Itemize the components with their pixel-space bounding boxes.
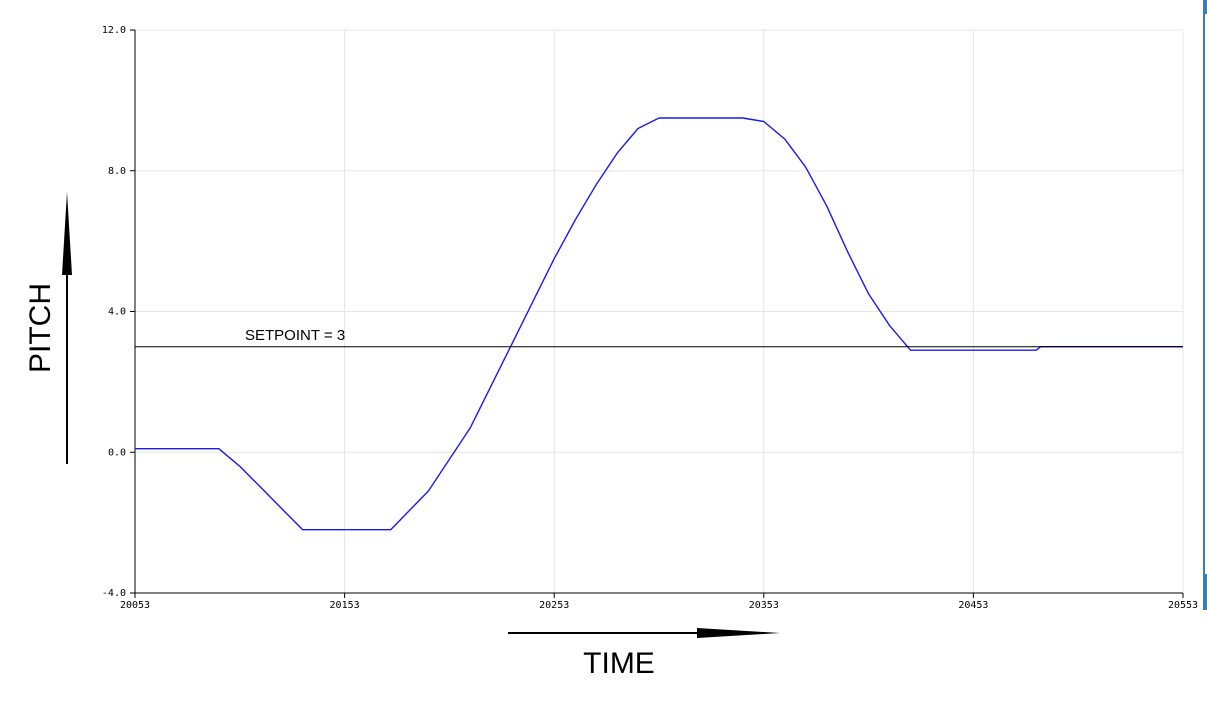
y-axis-arrow-head <box>62 192 72 275</box>
x-tick-label: 20553 <box>1168 600 1198 611</box>
y-tick-label: 12.0 <box>102 25 126 36</box>
series-layer <box>135 117 1183 531</box>
y-axis-label: PITCH <box>24 283 57 373</box>
x-tick-label: 20153 <box>330 600 360 611</box>
y-tick-label: 4.0 <box>108 307 126 318</box>
setpoint-annotation: SETPOINT = 3 <box>245 327 345 344</box>
x-axis-arrow-head <box>697 628 780 638</box>
x-tick-label: 20453 <box>958 600 988 611</box>
grid <box>135 29 1184 593</box>
window-edge-inner <box>1205 14 1207 574</box>
x-axis-label: TIME <box>583 647 655 680</box>
x-tick-label: 20253 <box>539 600 569 611</box>
pitch-series-line <box>135 117 1183 531</box>
x-tick-label: 20053 <box>120 600 150 611</box>
ticks: 20053 20153 20253 20353 20453 20553 12.0 8.0 4.0… <box>102 25 1198 611</box>
y-tick-label: 8.0 <box>108 166 126 177</box>
x-tick-label: 20353 <box>749 600 779 611</box>
y-tick-label: -4.0 <box>102 588 126 599</box>
y-tick-label: 0.0 <box>108 447 126 458</box>
